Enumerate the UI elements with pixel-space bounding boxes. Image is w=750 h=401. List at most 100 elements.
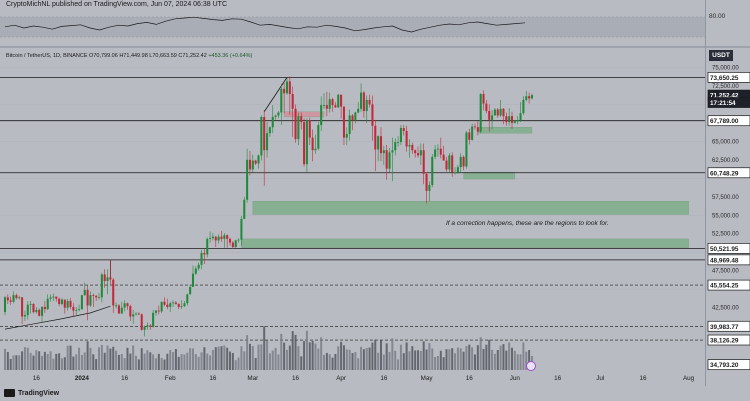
candle[interactable] <box>234 239 237 248</box>
candle[interactable] <box>100 272 103 303</box>
candle[interactable] <box>516 116 519 125</box>
candle[interactable] <box>18 295 21 300</box>
candle[interactable] <box>328 92 331 113</box>
candle[interactable] <box>143 325 146 337</box>
candle[interactable] <box>115 302 118 309</box>
candle[interactable] <box>266 122 269 158</box>
candle[interactable] <box>436 144 439 157</box>
candle[interactable] <box>377 135 380 162</box>
candle[interactable] <box>525 91 528 102</box>
candle[interactable] <box>434 145 437 160</box>
candle[interactable] <box>60 298 63 306</box>
candle[interactable] <box>58 297 61 307</box>
candle[interactable] <box>488 104 491 132</box>
candle[interactable] <box>505 112 508 126</box>
candle[interactable] <box>183 301 186 307</box>
candle[interactable] <box>448 153 451 174</box>
price-axis[interactable]: 75,000.0072,500.0070,000.0065,000.0062,5… <box>705 0 750 401</box>
candle[interactable] <box>140 313 143 331</box>
candle[interactable] <box>357 102 360 114</box>
price-marker[interactable] <box>707 72 750 83</box>
candle[interactable] <box>166 298 169 310</box>
candle[interactable] <box>499 99 502 117</box>
candle[interactable] <box>38 308 41 317</box>
candle[interactable] <box>217 234 220 244</box>
candle[interactable] <box>513 119 516 124</box>
candle[interactable] <box>32 303 35 314</box>
candle[interactable] <box>394 138 397 156</box>
candle[interactable] <box>197 262 200 271</box>
candle[interactable] <box>123 300 126 312</box>
candle[interactable] <box>374 119 377 171</box>
candle[interactable] <box>283 82 286 114</box>
support-zone[interactable] <box>241 238 689 248</box>
candle[interactable] <box>200 250 203 270</box>
candle[interactable] <box>288 76 291 115</box>
candle[interactable] <box>160 301 163 313</box>
candle[interactable] <box>112 278 115 313</box>
candle[interactable] <box>482 90 485 111</box>
candle[interactable] <box>78 304 81 312</box>
price-marker[interactable] <box>707 334 750 346</box>
candle[interactable] <box>137 312 140 316</box>
candle[interactable] <box>291 86 294 137</box>
pane-separator[interactable] <box>0 46 750 48</box>
candle[interactable] <box>106 269 109 295</box>
candle[interactable] <box>348 109 351 141</box>
candle[interactable] <box>21 297 24 324</box>
candle[interactable] <box>226 234 229 248</box>
candle[interactable] <box>180 300 183 310</box>
candle[interactable] <box>174 301 177 305</box>
candle[interactable] <box>479 93 482 134</box>
candle[interactable] <box>528 92 531 104</box>
rsi-pane[interactable] <box>0 11 705 45</box>
candle[interactable] <box>385 145 388 180</box>
candle[interactable] <box>206 237 209 258</box>
candle[interactable] <box>465 130 468 169</box>
candle[interactable] <box>95 295 98 302</box>
candle[interactable] <box>220 230 223 242</box>
tradingview-logo[interactable]: TradingView <box>4 389 59 397</box>
price-marker[interactable] <box>707 115 750 127</box>
candle[interactable] <box>476 121 479 136</box>
candle[interactable] <box>169 301 172 313</box>
candle[interactable] <box>399 125 402 146</box>
price-marker[interactable] <box>707 279 750 291</box>
candle[interactable] <box>473 123 477 130</box>
candle[interactable] <box>6 294 9 304</box>
candle[interactable] <box>365 95 368 123</box>
candle[interactable] <box>86 285 89 321</box>
candle[interactable] <box>248 150 251 176</box>
candle[interactable] <box>388 147 391 173</box>
candle[interactable] <box>491 110 494 130</box>
candle[interactable] <box>152 309 155 328</box>
price-marker[interactable] <box>707 359 750 371</box>
price-marker[interactable] <box>707 97 750 108</box>
candle[interactable] <box>92 293 95 307</box>
candle[interactable] <box>117 303 120 314</box>
candle[interactable] <box>157 305 160 315</box>
candle[interactable] <box>451 152 454 177</box>
symbol-legend[interactable]: Bitcoin / TetherUS, 1D, BINANCE O70,799.… <box>6 53 252 59</box>
candle[interactable] <box>271 105 274 134</box>
candle[interactable] <box>69 298 72 310</box>
candle[interactable] <box>391 137 394 182</box>
candle[interactable] <box>257 154 260 169</box>
candle[interactable] <box>194 266 197 276</box>
candle[interactable] <box>246 148 249 203</box>
candle[interactable] <box>510 111 514 129</box>
candle[interactable] <box>211 233 214 241</box>
candle[interactable] <box>251 154 254 173</box>
candle[interactable] <box>228 237 232 246</box>
candle[interactable] <box>277 111 280 119</box>
candle[interactable] <box>189 284 192 295</box>
candle[interactable] <box>431 153 434 188</box>
supply-zone[interactable] <box>283 111 325 118</box>
candle[interactable] <box>280 83 283 126</box>
candle[interactable] <box>468 128 471 145</box>
support-zone[interactable] <box>252 201 689 215</box>
price-marker[interactable] <box>707 167 750 179</box>
candle[interactable] <box>214 235 217 248</box>
price-marker[interactable] <box>707 320 750 332</box>
candle[interactable] <box>485 99 488 114</box>
